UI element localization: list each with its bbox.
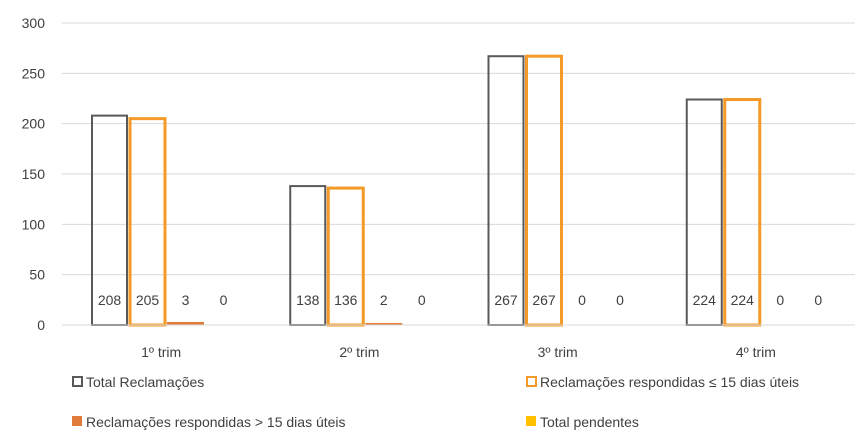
legend-swatch [72,376,83,387]
data-label: 267 [532,292,556,308]
data-label: 267 [494,292,518,308]
y-tick-label: 0 [37,317,45,333]
x-tick-label: 4º trim [736,344,776,360]
legend-label: Reclamações respondidas ≤ 15 dias úteis [540,374,799,390]
legend-swatch [526,376,537,387]
y-tick-label: 250 [22,65,46,81]
legend-swatch [526,416,536,426]
legend-label: Total Reclamações [86,374,204,390]
data-label: 224 [731,292,755,308]
data-label: 2 [380,292,388,308]
y-tick-label: 200 [22,116,46,132]
data-labels: 208 205 3 0 138 136 2 0 267 267 0 0 224 224 0 0 [98,292,823,308]
data-label: 208 [98,292,122,308]
data-label: 224 [693,292,717,308]
x-tick-label: 2º trim [339,344,379,360]
bar [487,55,525,326]
data-label: 0 [578,292,586,308]
legend-label: Total pendentes [540,414,639,430]
x-tick-label: 1º trim [141,344,181,360]
y-tick-label: 50 [29,267,45,283]
gridlines [62,22,855,276]
data-label: 0 [814,292,822,308]
y-axis: 0 50 100 150 200 250 300 [22,15,46,333]
bars [91,54,762,327]
data-label: 0 [616,292,624,308]
x-axis: 1º trim 2º trim 3º trim 4º trim [62,324,855,360]
legend-swatch [72,416,82,426]
data-label: 0 [220,292,228,308]
bar [525,54,563,327]
bar [365,322,403,325]
y-tick-label: 100 [22,216,46,232]
y-tick-label: 300 [22,15,46,31]
bar [167,321,204,325]
data-label: 3 [182,292,190,308]
legend: Total Reclamações Reclamações respondidas… [72,374,799,430]
data-label: 0 [418,292,426,308]
data-label: 205 [136,292,160,308]
y-tick-label: 150 [22,166,46,182]
data-label: 0 [776,292,784,308]
x-tick-label: 3º trim [538,344,578,360]
legend-label: Reclamações respondidas > 15 dias úteis [86,414,346,430]
data-label: 136 [334,292,358,308]
data-label: 138 [296,292,320,308]
